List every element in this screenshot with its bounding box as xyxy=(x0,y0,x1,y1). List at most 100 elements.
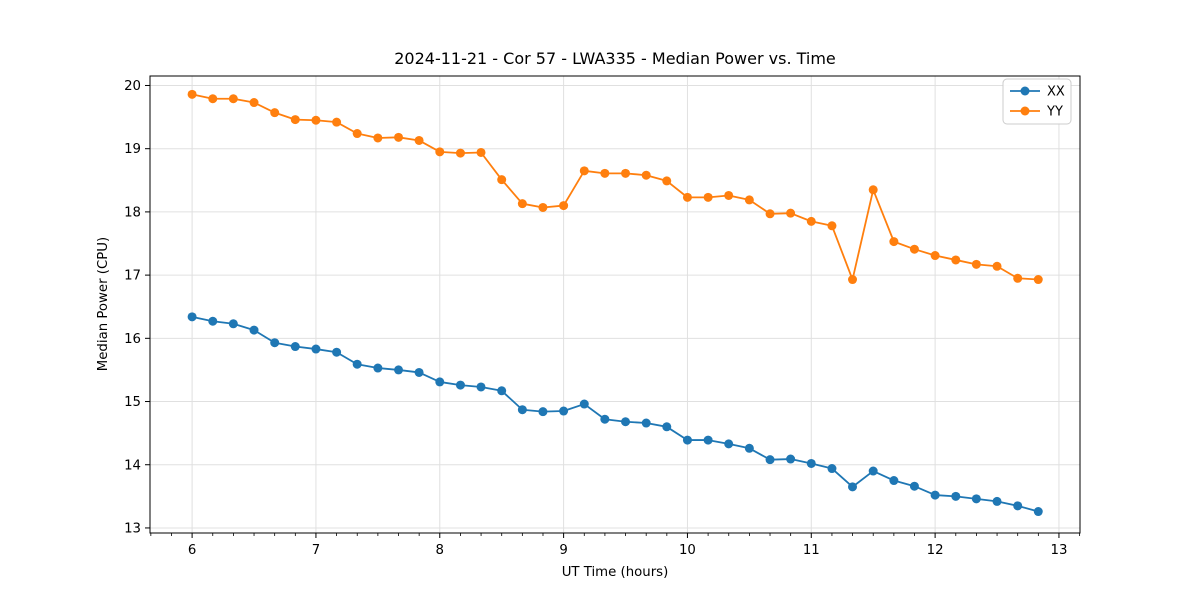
data-point xyxy=(538,407,548,417)
data-point xyxy=(930,251,940,261)
data-point xyxy=(311,344,321,354)
x-tick-label: 11 xyxy=(803,543,820,558)
data-point xyxy=(682,192,692,202)
series-XX-markers xyxy=(187,312,1043,517)
y-tick-label: 19 xyxy=(124,142,141,157)
data-point xyxy=(579,399,589,409)
data-point xyxy=(1013,273,1023,283)
data-point xyxy=(724,190,734,200)
data-point xyxy=(951,255,961,265)
y-tick-label: 17 xyxy=(124,269,141,284)
data-point xyxy=(827,221,837,231)
data-point xyxy=(1013,501,1023,511)
y-tick-label: 16 xyxy=(124,332,141,347)
data-point xyxy=(848,275,858,285)
legend-item-YY: YY xyxy=(1010,104,1063,119)
y-tick-label: 14 xyxy=(124,458,141,473)
data-point xyxy=(662,422,672,432)
data-point xyxy=(249,325,259,335)
data-point xyxy=(744,443,754,453)
data-point xyxy=(992,261,1002,271)
data-point xyxy=(414,367,424,377)
x-tick-label: 8 xyxy=(436,543,444,558)
legend-sample-marker xyxy=(1020,106,1030,116)
y-tick-label: 20 xyxy=(124,79,141,94)
data-point xyxy=(476,382,486,392)
data-point xyxy=(290,342,300,352)
data-point xyxy=(579,166,589,176)
data-point xyxy=(600,414,610,424)
data-point xyxy=(848,482,858,492)
series-layer xyxy=(187,89,1043,517)
data-point xyxy=(765,455,775,465)
data-point xyxy=(270,108,280,118)
data-point xyxy=(786,454,796,464)
data-point xyxy=(373,363,383,373)
data-point xyxy=(682,435,692,445)
data-point xyxy=(765,209,775,219)
data-point xyxy=(497,175,507,185)
data-point xyxy=(703,435,713,445)
data-point xyxy=(662,176,672,186)
x-tick-label: 6 xyxy=(188,543,196,558)
data-point xyxy=(290,115,300,125)
y-axis-ticks: 13 14 15 16 17 18 19 20 xyxy=(124,79,150,536)
data-point xyxy=(600,168,610,178)
data-point xyxy=(352,359,362,369)
data-point xyxy=(827,464,837,474)
x-tick-label: 12 xyxy=(927,543,944,558)
data-point xyxy=(909,481,919,491)
legend-sample-marker xyxy=(1020,86,1030,96)
data-point xyxy=(786,208,796,218)
y-tick-label: 18 xyxy=(124,205,141,220)
data-point xyxy=(249,98,259,108)
data-point xyxy=(909,244,919,254)
data-point xyxy=(352,129,362,139)
data-point xyxy=(517,405,527,415)
data-point xyxy=(476,147,486,157)
x-tick-label: 9 xyxy=(559,543,567,558)
x-axis-ticks: 6 7 8 9 10 11 12 13 xyxy=(150,533,1081,558)
data-point xyxy=(641,418,651,428)
data-point xyxy=(1033,275,1043,285)
x-axis-label: UT Time (hours) xyxy=(562,565,669,580)
data-point xyxy=(703,192,713,202)
data-point xyxy=(208,94,218,104)
data-point xyxy=(621,417,631,427)
data-point xyxy=(868,466,878,476)
data-point xyxy=(311,115,321,125)
data-point xyxy=(414,135,424,145)
data-point xyxy=(228,94,238,104)
data-point xyxy=(889,476,899,486)
data-point xyxy=(930,490,940,500)
data-point xyxy=(187,89,197,99)
data-point xyxy=(208,316,218,326)
series-YY-markers xyxy=(187,89,1043,285)
y-tick-label: 13 xyxy=(124,521,141,536)
data-point xyxy=(971,259,981,269)
data-point xyxy=(394,132,404,142)
legend: XX YY xyxy=(1002,78,1072,125)
data-point xyxy=(497,386,507,396)
data-point xyxy=(868,185,878,195)
grid-lines xyxy=(150,76,1080,533)
data-point xyxy=(992,496,1002,506)
data-point xyxy=(744,195,754,205)
data-point xyxy=(373,133,383,143)
y-axis-label: Median Power (CPU) xyxy=(96,237,111,371)
data-point xyxy=(394,365,404,375)
data-point xyxy=(187,312,197,322)
data-point xyxy=(806,458,816,468)
axes-spines xyxy=(149,75,1081,534)
data-point xyxy=(332,117,342,127)
x-tick-label: 7 xyxy=(312,543,320,558)
x-tick-label: 10 xyxy=(679,543,696,558)
data-point xyxy=(641,170,651,180)
data-point xyxy=(559,201,569,211)
data-point xyxy=(559,406,569,416)
legend-label: YY xyxy=(1046,104,1063,119)
data-point xyxy=(1033,507,1043,517)
data-point xyxy=(517,199,527,209)
legend-item-XX: XX xyxy=(1010,84,1065,99)
